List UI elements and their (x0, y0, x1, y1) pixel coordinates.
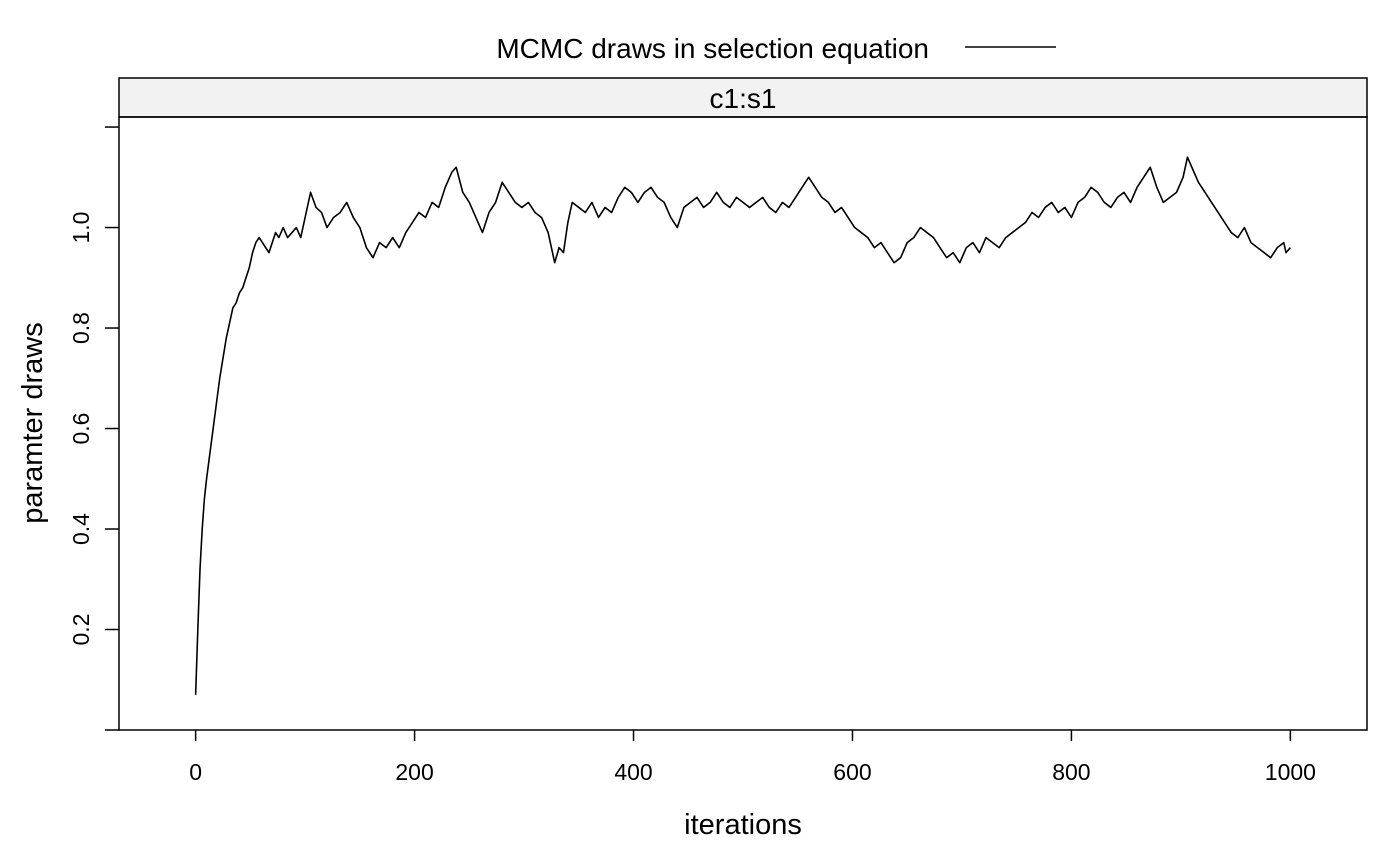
y-tick-label: 0.2 (68, 614, 94, 646)
x-tick-label: 1000 (1265, 759, 1316, 785)
x-axis: 0 200 400 600 800 1000 (189, 730, 1316, 785)
y-axis-title: paramter draws (17, 322, 49, 523)
y-tick-label: 0.4 (68, 513, 94, 545)
legend-label: MCMC draws in selection equation (496, 33, 929, 64)
x-tick-label: 0 (189, 759, 202, 785)
x-tick-label: 400 (614, 759, 652, 785)
series-line-mcmc-draws (194, 156, 1291, 695)
y-tick-label: 1.0 (68, 212, 94, 244)
y-axis: 0.2 0.4 0.6 0.8 1.0 (68, 126, 119, 731)
x-tick-label: 800 (1052, 759, 1090, 785)
y-tick-label: 0.8 (68, 312, 94, 344)
x-tick-label: 600 (833, 759, 871, 785)
plot-frame (118, 116, 1368, 731)
x-axis-title: iterations (684, 809, 802, 841)
panel-strip-label: c1:s1 (710, 83, 777, 114)
y-tick-label: 0.6 (68, 413, 94, 445)
x-tick-label: 200 (395, 759, 433, 785)
